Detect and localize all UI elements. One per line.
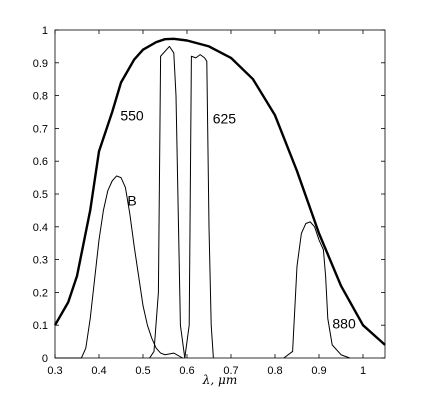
axis-layer: 0.3 0.4 0.5 0.6 0.7 0.8 0.9 1 0 0.1 0.2 0.3 0.4 0.5 0.… (33, 25, 385, 377)
x-axis-label: λ, μm (202, 373, 237, 387)
x-tick-label: 1 (360, 365, 366, 377)
series-line-880 (283, 221, 350, 359)
x-tick-label: 0.3 (47, 365, 62, 377)
series-line-625 (184, 54, 214, 359)
series-annotation: B (127, 193, 136, 209)
series-line-b (55, 175, 183, 359)
y-tick-label: 0 (42, 353, 48, 365)
series-annotation: 625 (213, 111, 237, 127)
y-tick-label: 0.4 (33, 222, 48, 234)
y-tick-label: 0.3 (33, 255, 48, 267)
series-layer (53, 37, 386, 359)
y-tick-label: 0.6 (33, 156, 48, 168)
series-line-550 (149, 45, 186, 359)
y-tick-label: 0.7 (33, 123, 48, 135)
y-tick-label: 0.9 (33, 58, 48, 70)
x-tick-label: 0.6 (179, 365, 194, 377)
annotation-layer: B 550 625 880 (120, 107, 356, 331)
y-tick-label: 0.2 (33, 287, 48, 299)
x-tick-label: 0.4 (91, 365, 106, 377)
x-tick-label: 0.9 (311, 365, 326, 377)
x-tick-label: 0.5 (135, 365, 150, 377)
x-tick-label: 0.8 (267, 365, 282, 377)
y-tick-label: 0.1 (33, 320, 48, 332)
y-tick-label: 1 (42, 25, 48, 37)
series-annotation: 880 (332, 316, 356, 332)
x-tick-label: 0.7 (223, 365, 238, 377)
series-annotation: 550 (120, 107, 144, 123)
y-tick-label: 0.5 (33, 189, 48, 201)
plot-background (55, 30, 385, 358)
series-line-envelope (53, 37, 386, 346)
y-tick-label: 0.8 (33, 91, 48, 103)
